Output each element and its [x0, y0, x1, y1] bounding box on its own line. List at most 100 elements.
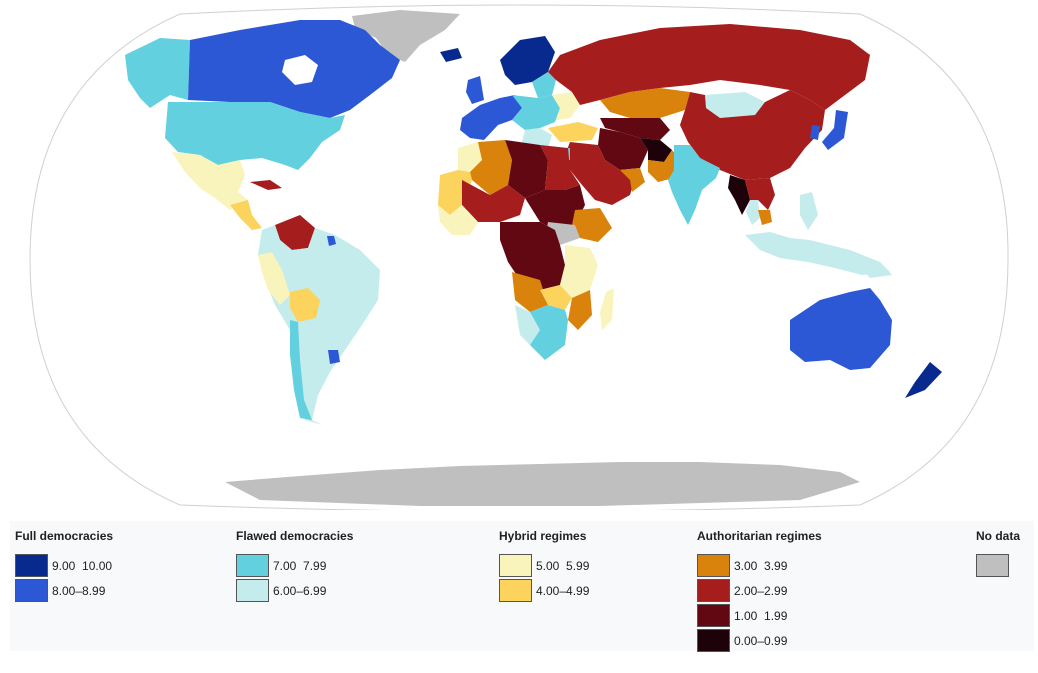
region-central-africa	[500, 222, 565, 290]
legend-group-full-democracies: Full democracies 9.00 10.00 8.00–8.99	[15, 529, 113, 603]
legend-entry: 0.00–0.99	[697, 628, 822, 653]
region-western-europe	[460, 95, 522, 140]
region-uruguay	[328, 350, 340, 364]
region-ethiopia	[572, 208, 612, 242]
legend-entry-label: 6.00–6.99	[273, 583, 327, 598]
legend-swatch	[15, 579, 48, 602]
legend: Full democracies 9.00 10.00 8.00–8.99 Fl…	[10, 521, 1034, 653]
region-central-asia	[600, 118, 670, 140]
region-morocco	[458, 142, 482, 172]
region-bolivia	[290, 288, 320, 322]
legend-group-no-data: No data	[976, 529, 1020, 578]
region-papua	[855, 262, 892, 278]
region-south-africa	[530, 305, 568, 360]
legend-swatch	[236, 579, 269, 602]
region-namibia	[515, 305, 540, 345]
region-sahel	[462, 180, 525, 222]
region-mozambique	[568, 290, 592, 330]
region-myanmar	[728, 175, 750, 215]
legend-swatch	[499, 554, 532, 577]
region-philippines	[800, 192, 818, 230]
region-australia	[790, 288, 892, 370]
region-zambia	[540, 285, 572, 310]
legend-entry: 9.00 10.00	[15, 553, 113, 578]
legend-group-title: Full democracies	[15, 529, 114, 543]
legend-entry-label: 7.00 7.99	[273, 558, 327, 573]
legend-entry: 7.00 7.99	[236, 553, 353, 578]
legend-entry: 1.00 1.99	[697, 603, 822, 628]
legend-group-title: No data	[976, 529, 1021, 543]
region-venezuela	[275, 215, 315, 250]
legend-entry-label: 3.00 3.99	[734, 558, 788, 573]
region-cambodia	[758, 210, 772, 225]
region-southeast-asia	[745, 178, 775, 210]
legend-entry: 8.00–8.99	[15, 578, 113, 603]
legend-entry-label: 2.00–2.99	[734, 583, 788, 598]
region-east-africa	[560, 245, 598, 298]
legend-group-title: Flawed democracies	[236, 529, 354, 543]
legend-group-authoritarian-regimes: Authoritarian regimes 3.00 3.99 2.00–2.9…	[697, 529, 822, 653]
legend-entry: 6.00–6.99	[236, 578, 353, 603]
legend-entry-label: 1.00 1.99	[734, 608, 788, 623]
legend-swatch	[697, 629, 730, 652]
region-algeria	[470, 140, 512, 195]
legend-swatch	[697, 579, 730, 602]
legend-entry: 4.00–4.99	[499, 578, 589, 603]
legend-group-title: Authoritarian regimes	[697, 529, 822, 543]
region-baltics	[532, 72, 556, 98]
legend-entry-label: 5.00 5.99	[536, 558, 590, 573]
region-middle-east	[565, 142, 635, 205]
region-scandinavia	[500, 36, 555, 85]
legend-swatch	[976, 554, 1009, 577]
legend-entry: 3.00 3.99	[697, 553, 822, 578]
region-angola	[512, 272, 548, 312]
legend-entry	[976, 553, 1020, 578]
region-hudson-bay	[282, 55, 318, 85]
legend-swatch	[236, 554, 269, 577]
region-russia	[548, 24, 870, 110]
legend-entry-label: 8.00–8.99	[52, 583, 106, 598]
world-map	[29, 4, 1009, 510]
region-uk	[466, 76, 484, 104]
legend-entry-label: 9.00 10.00	[52, 558, 113, 573]
region-oman	[620, 168, 645, 192]
region-gulf-guinea	[438, 205, 478, 235]
region-central-america	[230, 200, 262, 230]
region-andes-hybrid	[258, 252, 290, 305]
region-korea	[810, 125, 820, 140]
region-new-zealand	[905, 362, 942, 398]
region-india	[668, 145, 720, 225]
region-japan	[822, 110, 848, 150]
region-thailand	[746, 200, 760, 225]
region-antarctica	[225, 462, 860, 506]
legend-group-hybrid-regimes: Hybrid regimes 5.00 5.99 4.00–4.99	[499, 529, 589, 603]
region-ukraine	[552, 92, 580, 120]
region-iran	[598, 128, 648, 170]
legend-swatch	[697, 554, 730, 577]
region-chile	[290, 320, 312, 420]
region-usa	[165, 102, 345, 170]
region-indonesia	[745, 232, 890, 275]
region-greenland	[352, 10, 460, 62]
region-south-america	[258, 225, 380, 425]
region-libya	[505, 140, 548, 198]
legend-entry: 5.00 5.99	[499, 553, 589, 578]
legend-entry: 2.00–2.99	[697, 578, 822, 603]
region-kazakhstan	[600, 88, 690, 118]
legend-swatch	[15, 554, 48, 577]
region-alaska	[125, 38, 190, 108]
region-turkey	[548, 122, 598, 142]
legend-entry-label: 0.00–0.99	[734, 633, 788, 648]
legend-group-flawed-democracies: Flawed democracies 7.00 7.99 6.00–6.99	[236, 529, 353, 603]
region-mexico	[172, 152, 248, 210]
legend-group-title: Hybrid regimes	[499, 529, 587, 543]
region-egypt	[540, 145, 580, 190]
world-map-svg	[29, 4, 1009, 510]
region-guyana	[327, 236, 336, 246]
region-sudan	[525, 185, 585, 230]
region-madagascar	[600, 288, 614, 330]
region-mongolia	[705, 92, 765, 118]
region-china	[680, 90, 825, 180]
legend-swatch	[499, 579, 532, 602]
region-eastern-europe	[512, 95, 560, 130]
